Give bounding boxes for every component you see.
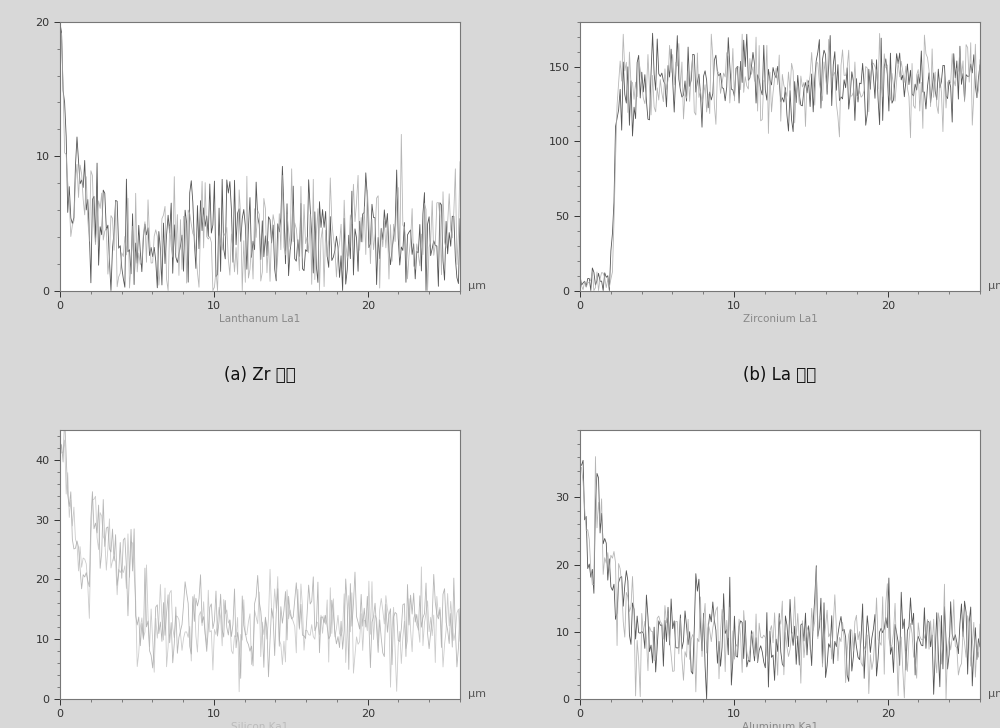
X-axis label: Lanthanum La1: Lanthanum La1	[219, 314, 301, 324]
Text: (a) Zr 元素: (a) Zr 元素	[224, 365, 296, 384]
Text: (b) La 元素: (b) La 元素	[743, 365, 817, 384]
X-axis label: Aluminum Ka1: Aluminum Ka1	[742, 722, 818, 728]
Text: μm: μm	[988, 280, 1000, 290]
Text: μm: μm	[468, 689, 486, 699]
Text: μm: μm	[988, 689, 1000, 699]
X-axis label: Zirconium La1: Zirconium La1	[743, 314, 817, 324]
X-axis label: Silicon Ka1: Silicon Ka1	[231, 722, 289, 728]
Text: μm: μm	[468, 280, 486, 290]
